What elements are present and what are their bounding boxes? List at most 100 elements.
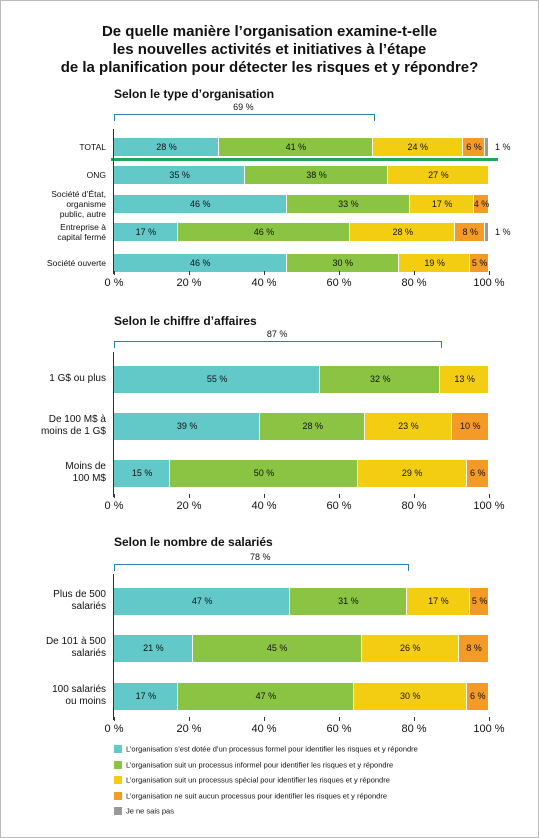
value-label: 45 % [266,643,288,653]
x-tick-label: 60 % [326,723,352,735]
tick-mark [264,271,265,275]
bar-segment [260,412,366,440]
value-label: 19 % [424,258,445,268]
category-label: Entreprise à capital fermé [57,222,106,242]
bar-segment [114,634,193,662]
bar-segment [399,254,471,272]
bar-segment [320,365,441,393]
bar-segment [245,166,388,184]
value-label: 1 % [495,142,511,152]
x-tick-label: 60 % [326,277,352,289]
bar-segment [372,138,463,156]
value-label: 6 % [466,142,482,152]
legend-label: L’organisation s’est dotée d’un processu… [126,744,418,754]
x-tick-label: 40 % [251,723,277,735]
value-label: 46 % [253,227,275,237]
bar-segment [485,138,489,156]
category-label: Plus de 500 salariés [53,589,106,612]
category-label: De 101 à 500 salariés [45,636,106,659]
bar-segment [459,634,489,662]
value-label: 8 % [466,643,482,653]
x-tick-label: 20 % [176,500,202,512]
value-label: 6 % [469,468,486,478]
bar-segment [114,682,178,710]
bar-segment [177,682,354,710]
legend-label: L’organisation suit un processus spécial… [126,775,390,785]
bar-segment [410,195,474,213]
x-tick-label: 100 % [473,723,505,735]
bar-segment [470,587,489,615]
tick-mark [114,271,115,275]
tick-mark [489,717,490,721]
value-label: 28 % [156,142,177,152]
bar-segment [114,587,291,615]
x-tick-label: 80 % [401,277,427,289]
value-label: 50 % [253,468,275,478]
category-label: ONG [86,170,106,180]
tick-mark [264,717,265,721]
bar-segment [361,634,459,662]
legend-swatch [114,807,122,815]
bar-segment [354,682,467,710]
value-label: 10 % [459,421,481,431]
bar-segment [462,138,486,156]
tick-mark [414,717,415,721]
value-label: 21 % [143,643,164,653]
bar-segment [114,459,171,487]
tick-mark [264,494,265,498]
bar-segment [286,195,411,213]
x-tick-label: 80 % [401,723,427,735]
tick-mark [339,717,340,721]
value-label: 32 % [369,374,391,384]
value-label: 1 % [495,227,511,237]
bar-segment [451,412,489,440]
x-tick-label: 80 % [401,500,427,512]
x-tick-label: 40 % [251,277,277,289]
bar-segment [114,223,178,241]
tick-mark [489,494,490,498]
value-label: 27 % [428,170,449,180]
tick-mark [414,271,415,275]
value-label: 33 % [338,199,359,209]
axis-line [113,129,114,274]
tick-mark [339,271,340,275]
bracket [114,114,375,121]
bar-segment [466,459,489,487]
x-tick-label: 60 % [326,500,352,512]
tick-mark [114,494,115,498]
value-label: 5 % [471,258,488,268]
bar-segment [455,223,486,241]
legend-label: L’organisation suit un processus informe… [126,760,394,769]
tick-mark [189,717,190,721]
bar-segment [350,223,456,241]
value-label: 41 % [285,142,307,152]
category-label: De 100 M$ à moins de 1 G$ [40,414,106,437]
legend-label: L’organisation ne suit aucun processus p… [126,791,387,800]
bracket [114,564,409,571]
x-tick-label: 0 % [104,723,124,735]
category-label: 1 G$ ou plus [49,373,106,384]
value-label: 17 % [135,227,157,237]
value-label: 8 % [462,227,479,237]
x-tick-label: 0 % [104,277,124,289]
axis-line [113,352,114,497]
value-label: 46 % [189,258,211,268]
legend-label: Je ne sais pas [126,806,174,816]
subtitle: Selon le type d’organisation [114,87,275,101]
subtitle: Selon le chiffre d’affaires [114,314,257,328]
value-label: 6 % [469,691,486,701]
bracket-label: 87 % [266,329,288,339]
bracket-label: 78 % [249,552,271,562]
value-label: 30 % [399,691,421,701]
x-tick-label: 100 % [473,500,505,512]
bar-segment [440,365,489,393]
bar-segment [192,634,362,662]
value-label: 28 % [302,421,324,431]
bar-segment [114,254,287,272]
x-tick-label: 100 % [473,277,505,289]
category-label: Moins de 100 M$ [65,461,106,484]
legend-swatch [114,745,122,753]
bar-segment [470,254,489,272]
axis-line [113,574,114,720]
tick-mark [339,494,340,498]
